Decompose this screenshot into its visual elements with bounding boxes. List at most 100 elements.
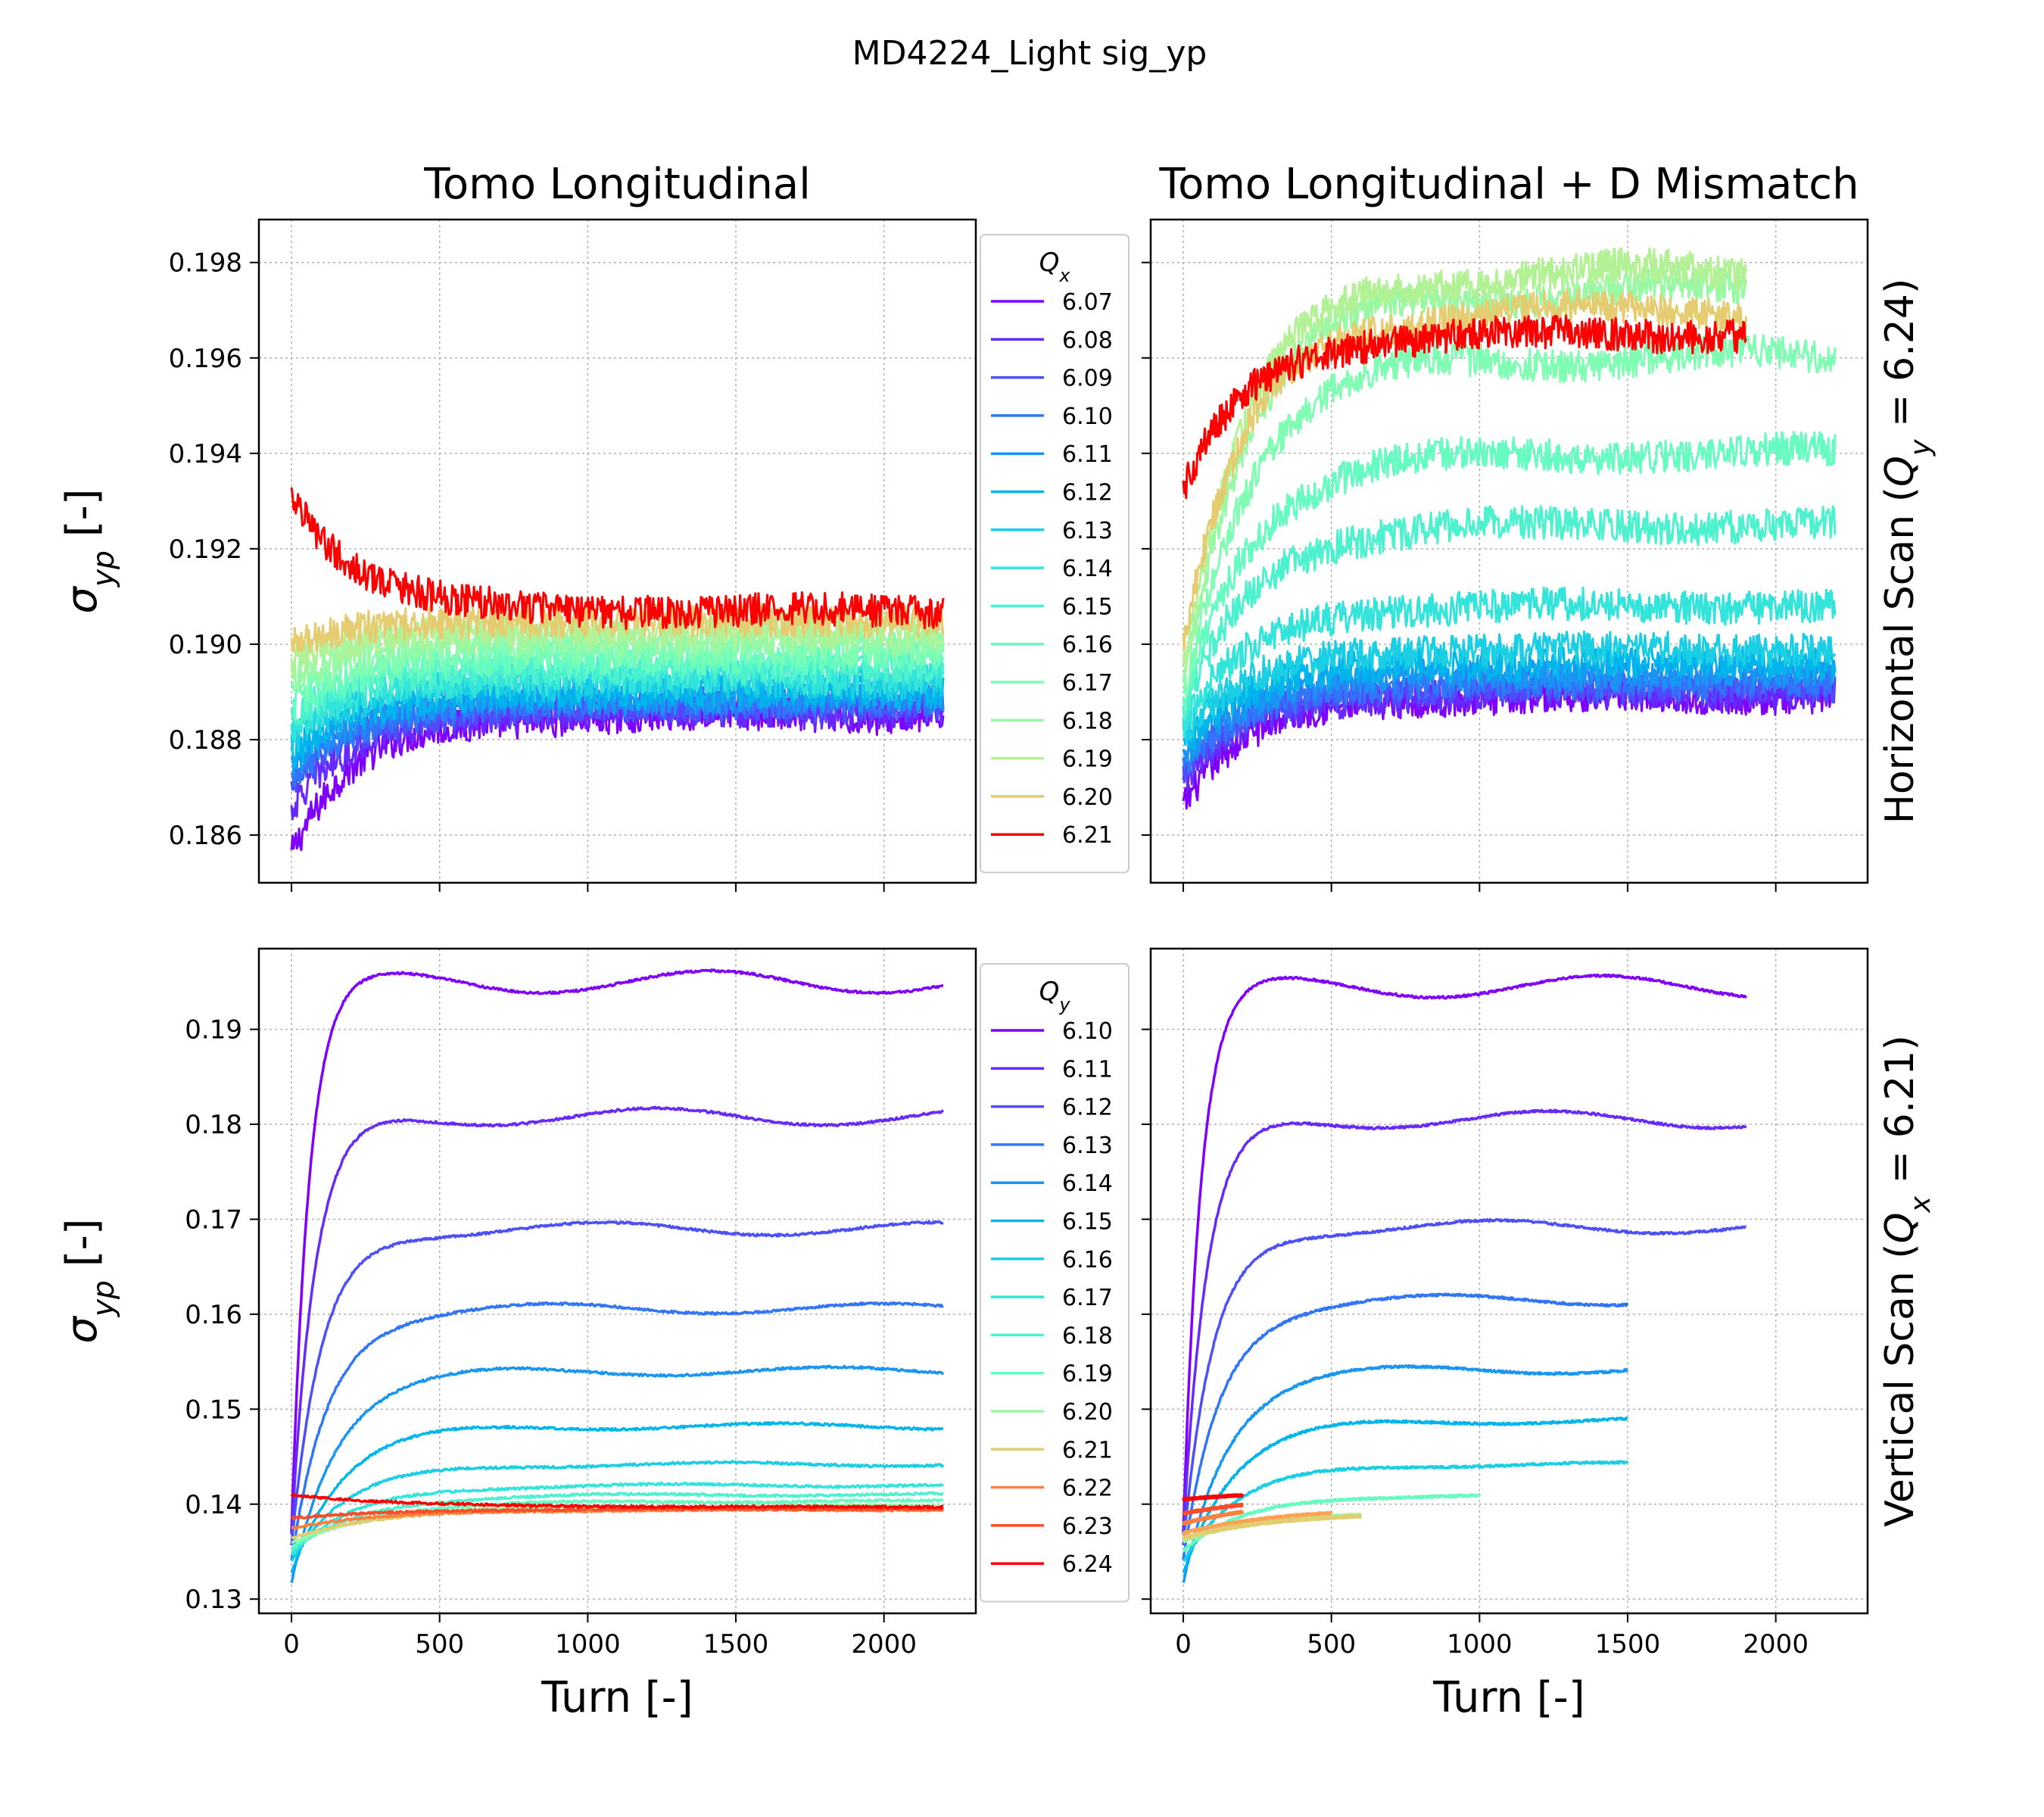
legend-item-label: 6.12 xyxy=(1062,1095,1113,1121)
series-line-6.10 xyxy=(290,968,944,1532)
series-line-6.21 xyxy=(290,487,945,631)
legend-item-label: 6.15 xyxy=(1062,1209,1113,1236)
y-tick-label: 0.15 xyxy=(185,1395,242,1425)
y-tick-label: 0.18 xyxy=(185,1110,242,1140)
x-tick-label: 2000 xyxy=(1743,1629,1809,1660)
legend-item-label: 6.17 xyxy=(1062,670,1113,697)
legend-item-label: 6.18 xyxy=(1062,708,1113,734)
legend-item-label: 6.19 xyxy=(1062,746,1113,773)
y-tick-label: 0.14 xyxy=(185,1490,242,1520)
series-line-6.11 xyxy=(290,678,945,776)
y-tick-label: 0.190 xyxy=(169,630,242,660)
axes-frame xyxy=(257,947,977,1615)
legend-item-label: 6.20 xyxy=(1062,1399,1113,1426)
series-line-6.15 xyxy=(1182,1417,1628,1574)
legend-item-label: 6.23 xyxy=(1062,1513,1113,1540)
series-line-6.12 xyxy=(1182,644,1837,751)
legend-item-label: 6.09 xyxy=(1062,366,1113,392)
series-line-6.11 xyxy=(290,1105,945,1535)
y-tick-label: 0.194 xyxy=(169,439,242,469)
legend-item-label: 6.16 xyxy=(1062,1247,1113,1273)
row-label: Vertical Scan (Qx = 6.21) xyxy=(1877,1035,1937,1527)
legend-item-label: 6.15 xyxy=(1062,594,1113,620)
legend-item-label: 6.11 xyxy=(1062,1056,1113,1083)
series-line-6.11 xyxy=(1182,1108,1747,1535)
legend-title: Qy xyxy=(1039,977,1071,1015)
panel-title: Tomo Longitudinal xyxy=(423,160,811,209)
x-tick-label: 1000 xyxy=(555,1629,621,1660)
series-line-6.16 xyxy=(290,640,945,722)
axes-frame xyxy=(1149,947,1869,1615)
series-line-6.18 xyxy=(291,1491,944,1553)
legend-item-label: 6.14 xyxy=(1062,1170,1113,1197)
legend-item-label: 6.13 xyxy=(1062,518,1113,544)
panel-bottom-left: 0 500 1000 1500 2000 0.13 0.14 0.15 0.16 0.17 0.18… xyxy=(58,947,1129,1722)
legend-item-label: 6.18 xyxy=(1062,1323,1113,1349)
series-line-6.23 xyxy=(1182,1502,1244,1516)
series-line-6.07 xyxy=(290,697,945,852)
y-tick-label: 0.186 xyxy=(169,821,242,851)
series-line-6.17 xyxy=(1182,333,1837,700)
series-line-6.24 xyxy=(290,1492,944,1510)
series-line-6.13 xyxy=(1182,1292,1629,1560)
y-tick-label: 0.17 xyxy=(185,1205,242,1235)
series-line-6.14 xyxy=(1182,1364,1629,1584)
legend-box xyxy=(980,963,1129,1603)
y-tick-label: 0.19 xyxy=(185,1015,242,1046)
series-group xyxy=(290,487,945,852)
series-line-6.15 xyxy=(290,650,945,726)
legend-box xyxy=(980,234,1129,874)
legend-item-label: 6.19 xyxy=(1062,1361,1113,1388)
x-tick-label: 500 xyxy=(415,1629,464,1660)
series-line-6.16 xyxy=(1182,431,1837,712)
legend-item-label: 6.08 xyxy=(1062,327,1113,354)
y-axis-label: σyp [-] xyxy=(58,488,121,613)
legend-item-label: 6.21 xyxy=(1062,822,1113,849)
series-line-6.17 xyxy=(1182,1492,1482,1553)
series-group xyxy=(1182,973,1748,1584)
series-line-6.13 xyxy=(1182,630,1837,743)
suptitle: MD4224_Light sig_yp xyxy=(852,34,1207,73)
legend-item-label: 6.13 xyxy=(1062,1133,1113,1159)
x-tick-label: 2000 xyxy=(851,1629,917,1660)
row-label: Horizontal Scan (Qy = 6.24) xyxy=(1877,279,1937,824)
series-line-6.13 xyxy=(290,1301,944,1560)
x-tick-label: 1000 xyxy=(1447,1629,1513,1660)
legend-item-label: 6.22 xyxy=(1062,1476,1113,1502)
series-line-6.10 xyxy=(1182,973,1748,1532)
series-line-6.21 xyxy=(1182,314,1748,500)
series-group xyxy=(1182,247,1837,810)
legend-title: Qx xyxy=(1039,248,1071,286)
legend-item-label: 6.24 xyxy=(1062,1551,1113,1578)
x-axis-label: Turn [-] xyxy=(1432,1673,1584,1722)
legend-item-label: 6.14 xyxy=(1062,556,1113,582)
legend-item-label: 6.10 xyxy=(1062,404,1113,430)
series-line-6.21 xyxy=(1182,1510,1333,1535)
y-tick-label: 0.198 xyxy=(169,248,242,279)
y-tick-label: 0.192 xyxy=(169,535,242,565)
series-group xyxy=(290,968,945,1584)
y-tick-label: 0.196 xyxy=(169,344,242,374)
series-line-6.14 xyxy=(290,1364,945,1584)
series-line-6.15 xyxy=(290,1421,944,1574)
y-axis-label: σyp [-] xyxy=(58,1218,121,1343)
series-line-6.08 xyxy=(290,692,945,821)
y-tick-label: 0.13 xyxy=(185,1585,242,1615)
legend-item-label: 6.16 xyxy=(1062,632,1113,659)
y-tick-label: 0.16 xyxy=(185,1300,242,1330)
series-line-6.15 xyxy=(1182,505,1837,720)
legend-item-label: 6.11 xyxy=(1062,441,1113,468)
series-line-6.24 xyxy=(1182,1493,1245,1502)
panel-top-right: Tomo Longitudinal + D Mismatch Horizontal… xyxy=(1142,160,1937,892)
x-axis-label: Turn [-] xyxy=(541,1673,693,1722)
legend-item-label: 6.10 xyxy=(1062,1018,1113,1045)
y-tick-label: 0.188 xyxy=(169,725,242,756)
series-line-6.14 xyxy=(1182,586,1837,739)
x-tick-label: 0 xyxy=(1175,1629,1192,1660)
series-line-6.16 xyxy=(290,1460,945,1562)
series-line-6.12 xyxy=(1182,1217,1747,1546)
legend-item-label: 6.07 xyxy=(1062,289,1113,316)
legend-item-label: 6.12 xyxy=(1062,480,1113,506)
panel-title: Tomo Longitudinal + D Mismatch xyxy=(1158,160,1859,209)
